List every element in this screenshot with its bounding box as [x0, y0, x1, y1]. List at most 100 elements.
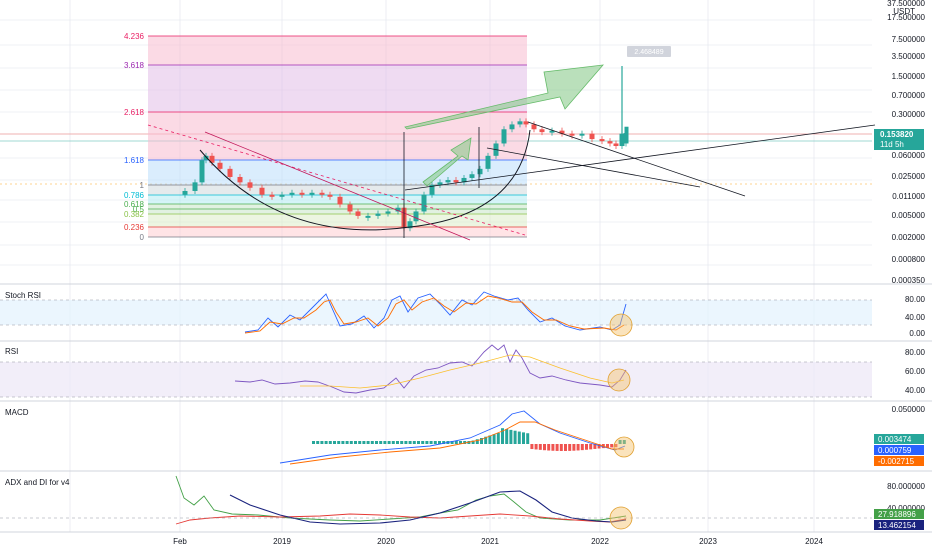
adx-line [229, 490, 627, 525]
macd-histogram-bar [475, 439, 479, 444]
peak-label: 2.468489 [634, 49, 663, 56]
candle-body [607, 141, 613, 144]
macd-histogram-bar [312, 441, 315, 444]
macd-histogram-bar [517, 431, 521, 444]
price-axis-top: 37.500000 [887, 0, 925, 8]
macd-histogram-bar [417, 441, 420, 444]
price-tick: 0.700000 [892, 91, 926, 100]
candle-body [531, 124, 537, 130]
currency-label: USDT [893, 7, 915, 16]
adx-tick: 80.000000 [887, 482, 925, 491]
macd-histogram-bar [484, 436, 488, 444]
macd-histogram-bar [580, 444, 584, 451]
fib-label-0-236: 0.236 [124, 223, 145, 232]
time-label-2019: 2019 [273, 537, 291, 546]
green-arrow-small [422, 137, 472, 187]
price-tick: 0.060000 [892, 151, 926, 160]
time-label-2022: 2022 [591, 537, 609, 546]
rsi-band [0, 362, 872, 397]
stoch-band [0, 300, 872, 325]
candle-body [421, 194, 427, 212]
macd-histogram-bar [429, 441, 433, 444]
stoch-tick: 80.00 [905, 295, 926, 304]
macd-histogram-bar [618, 440, 622, 444]
time-axis[interactable]: Feb 2019 2020 2021 2022 2023 2024 [0, 533, 932, 550]
macd-histogram-bar [421, 441, 425, 444]
candle-body [407, 221, 413, 229]
price-tick: 17.500000 [887, 13, 925, 22]
fib-zone [148, 36, 527, 65]
macd-histogram-bar [387, 441, 391, 444]
macd-histogram-bar [333, 441, 336, 444]
macd-histogram-bar [559, 444, 563, 451]
candle-body [289, 192, 295, 195]
macd-histogram-bar [543, 444, 546, 451]
macd-histogram-bar [375, 441, 378, 444]
macd-histogram-bar [408, 441, 412, 444]
wedge-top [527, 121, 746, 197]
time-label-2021: 2021 [481, 537, 499, 546]
price-tick: 0.025000 [892, 172, 926, 181]
macd-histogram-bar [538, 444, 542, 450]
fib-zone [148, 204, 527, 209]
fib-zone [148, 209, 527, 214]
fib-label-2-618: 2.618 [124, 108, 145, 117]
macd-histogram-bar [379, 441, 383, 444]
macd-value-badge [874, 434, 924, 444]
cup-curve [199, 129, 531, 231]
macd-value: -0.002715 [878, 457, 915, 466]
candle-body [589, 133, 595, 140]
macd-histogram-bar [488, 435, 492, 444]
candle-body [355, 211, 361, 216]
candle-body [477, 168, 483, 175]
candle-body [182, 190, 188, 195]
macd-title: MACD [5, 408, 29, 417]
price-tick: 0.300000 [892, 110, 926, 119]
last-price-badge [874, 129, 924, 150]
macd-histogram-bar [572, 444, 576, 451]
rsi-line [234, 344, 627, 394]
candle-body [337, 196, 343, 205]
fib-zone [148, 65, 527, 112]
candle-body [299, 192, 305, 195]
price-tick: 0.011000 [892, 192, 925, 201]
fib-label-0-5: 0.5 [133, 205, 145, 214]
fib-label-0-382: 0.382 [124, 210, 145, 219]
macd-line [279, 410, 626, 464]
macd-histogram-bar [366, 441, 370, 444]
macd-histogram-bar [425, 441, 429, 444]
macd-histogram-bar [459, 441, 462, 444]
candle-body [549, 130, 555, 133]
macd-histogram-bar [370, 441, 374, 444]
price-tick: 0.000350 [892, 276, 926, 285]
macd-histogram-bar [606, 444, 609, 448]
macd-value: 0.003474 [878, 435, 912, 444]
stoch-k-line [244, 291, 627, 333]
candlestick-series: 2.468489 [182, 46, 671, 232]
macd-histogram-bar [391, 441, 395, 444]
last-candle-body [624, 126, 629, 136]
stoch-highlight [609, 313, 633, 337]
candle-body [569, 133, 575, 136]
candle-body [429, 184, 435, 195]
fib-label-1-618: 1.618 [124, 156, 145, 165]
macd-highlight [613, 436, 635, 458]
macd-histogram-bar [349, 441, 353, 444]
drawings[interactable] [147, 64, 876, 241]
price-tick: 0.002000 [892, 233, 926, 242]
candle-body [395, 207, 401, 212]
macd-histogram-bar [400, 441, 404, 444]
candle-body [247, 182, 253, 188]
green-arrow-large [404, 64, 604, 130]
price-tick: 0.000800 [892, 255, 926, 264]
rsi-tick: 60.00 [905, 367, 926, 376]
candle-body [501, 129, 507, 144]
candle-body [469, 174, 475, 178]
macd-histogram-bar [341, 441, 345, 444]
macd-histogram-bar [354, 441, 357, 444]
candle-body [413, 211, 419, 222]
candle-body [192, 182, 198, 191]
